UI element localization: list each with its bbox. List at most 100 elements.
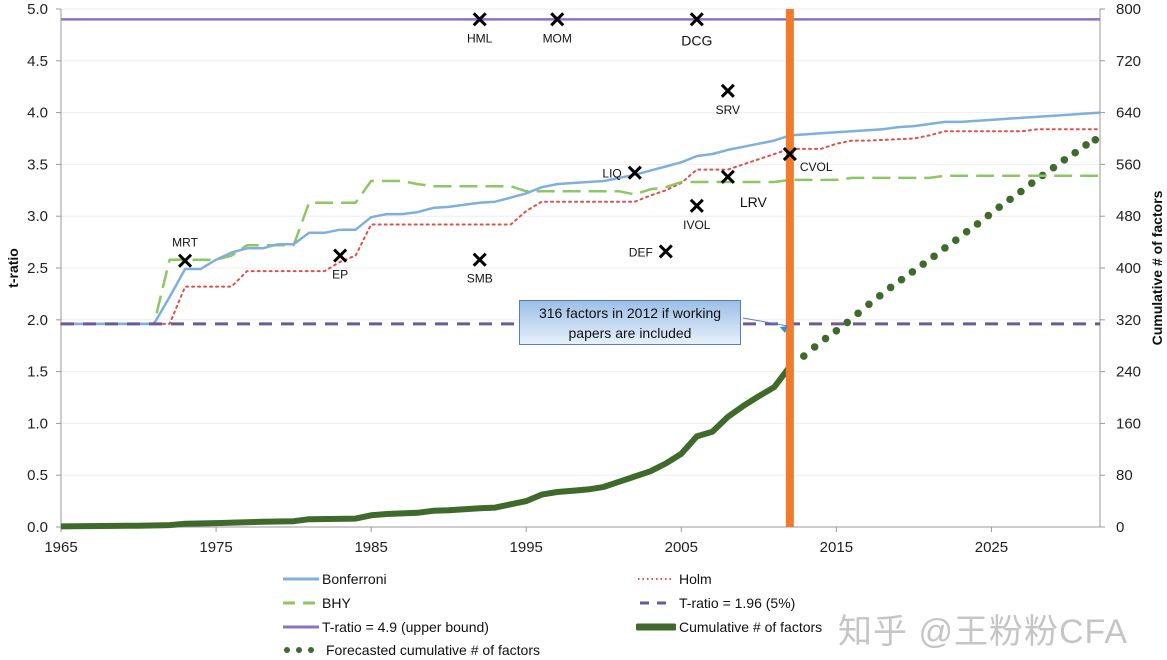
y2-tick-label: 0 (1116, 519, 1124, 536)
cross-icon (689, 12, 704, 27)
factor-marker: SRV (716, 83, 740, 117)
y-tick-label: 5.0 (27, 1, 48, 18)
factor-marker: MRT (172, 236, 199, 268)
forecast-point (843, 318, 852, 327)
y-tick-label: 1.5 (27, 364, 48, 381)
y2-tick-label: 160 (1116, 415, 1141, 432)
forecast-point (1082, 141, 1090, 149)
legend-swatch-icon (283, 577, 319, 581)
legend-swatch-icon (284, 647, 314, 653)
factor-markers: HML MOM DCG SRV MRT EP SMB LIQ LRV IVOL DEF CVOL (172, 12, 833, 286)
legend-label: Cumulative # of factors (679, 619, 823, 635)
y-tick-label: 2.0 (27, 312, 48, 329)
legend-item: T-ratio = 1.96 (5%) (636, 594, 795, 612)
forecast-point (1060, 156, 1069, 164)
y-tick-label: 0.5 (27, 467, 48, 484)
y2-tick-label: 480 (1116, 208, 1141, 225)
legend-item: T-ratio = 4.9 (upper bound) (283, 618, 489, 636)
cross-icon (689, 198, 704, 213)
forecast-point (984, 211, 993, 220)
forecast-point (995, 203, 1004, 211)
forecast-point (800, 352, 808, 360)
forecast-point (1017, 187, 1025, 196)
factor-label: SRV (716, 103, 740, 117)
factor-label: EP (332, 268, 348, 282)
legend-label: Forecasted cumulative # of factors (326, 642, 540, 658)
y-tick-label: 3.5 (27, 156, 48, 173)
forecast-point (1091, 135, 1100, 144)
y2-tick-label: 720 (1116, 53, 1141, 70)
forecast-point (930, 252, 938, 261)
x-tick-label: 1975 (199, 539, 232, 556)
forecast-point (1049, 163, 1058, 172)
y2-tick-label: 800 (1116, 1, 1141, 18)
y2-tick-label: 80 (1116, 467, 1133, 484)
axes: 0.0 0.5 1.0 1.5 2.0 2.5 3.0 3.5 4.0 4.5 5.0 0 80 160 2… (5, 1, 1165, 556)
y2-tick-label: 400 (1116, 260, 1141, 277)
legend-label: Bonferroni (322, 571, 387, 587)
x-tick-label: 2025 (975, 539, 1008, 556)
cross-icon (720, 169, 735, 184)
y2-tick-label: 320 (1116, 312, 1141, 329)
forecast-point (821, 334, 830, 343)
y2-tick-label: 640 (1116, 105, 1141, 122)
y-tick-label: 4.5 (27, 53, 48, 70)
factor-label: IVOL (683, 218, 711, 232)
legend-item: BHY (283, 594, 351, 612)
y-tick-label: 1.0 (27, 415, 48, 432)
series-line-bonferroni (61, 111, 1101, 326)
cross-icon (550, 12, 565, 27)
forecast-point (1027, 179, 1036, 187)
cross-icon (627, 165, 642, 180)
legend-label: BHY (322, 595, 351, 611)
forecast-point (908, 268, 917, 276)
legend-label: Holm (679, 571, 712, 587)
y-tick-label: 4.0 (27, 105, 48, 122)
forecast-point (875, 292, 884, 300)
forecast-point (951, 236, 960, 244)
legend-item: Forecasted cumulative # of factors (283, 641, 540, 659)
y-tick-label: 2.5 (27, 260, 48, 277)
cross-icon (658, 244, 673, 259)
annotation-line1: 316 factors in 2012 if working (538, 305, 722, 321)
legend-swatch-icon (283, 601, 319, 605)
legend-swatch-icon (636, 623, 676, 631)
factor-marker: SMB (467, 252, 493, 286)
factor-label: SMB (467, 272, 493, 286)
legend-item: Holm (636, 570, 712, 588)
factor-t-ratio-chart: 0.0 0.5 1.0 1.5 2.0 2.5 3.0 3.5 4.0 4.5 5.0 0 80 160 2… (5, 1, 1165, 556)
series-line-bhy (61, 174, 1100, 326)
annotation-box: 316 factors in 2012 if working papers ar… (519, 300, 741, 345)
y2-tick-label: 560 (1116, 156, 1141, 173)
x-tick-label: 1985 (354, 539, 387, 556)
y2-tick-label: 240 (1116, 364, 1141, 381)
x-tick-label: 1995 (510, 539, 543, 556)
factor-label: DEF (629, 245, 653, 259)
factor-marker: HML (467, 12, 493, 45)
forecast-point (962, 227, 971, 236)
x-tick-label: 2015 (820, 539, 853, 556)
cross-icon (333, 248, 348, 263)
annotation-arrowhead-icon (779, 325, 788, 333)
cross-icon (472, 12, 487, 27)
series-line-cumulative-of-factors (60, 364, 793, 530)
factor-label: LRV (740, 194, 768, 210)
gridlines (61, 8, 1100, 528)
cross-icon (472, 252, 487, 267)
factor-label: MRT (172, 236, 198, 250)
factor-label: HML (467, 31, 493, 45)
legend-item: Cumulative # of factors (636, 618, 822, 636)
y-tick-label: 0.0 (27, 519, 48, 536)
x-tick-label: 2005 (665, 539, 698, 556)
y-axis-title: t-ratio (5, 248, 21, 288)
forecast-point (919, 260, 928, 268)
series-line-holm (60, 128, 1101, 325)
factor-marker: DEF (629, 244, 673, 259)
factor-label: DCG (681, 32, 712, 48)
forecast-point (886, 283, 895, 292)
cross-icon (720, 83, 735, 98)
legend-swatch-icon (283, 625, 319, 629)
legend-label: T-ratio = 1.96 (5%) (679, 595, 796, 611)
y2-axis-title: Cumulative # of factors (1149, 190, 1165, 345)
forecast-point (854, 309, 862, 318)
